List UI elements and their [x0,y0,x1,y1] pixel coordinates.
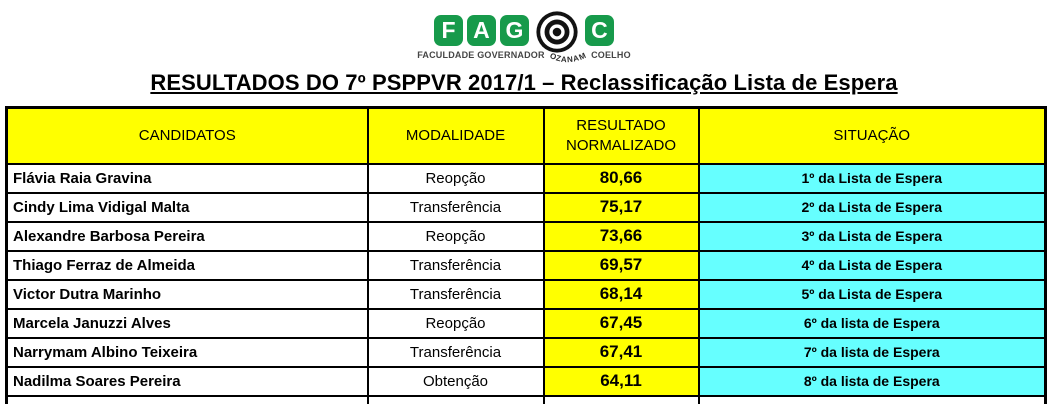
status-cell: 1º da Lista de Espera [697,162,1047,194]
header-row: CANDIDATOS MODALIDADE RESULTADO NORMALIZ… [5,106,1047,165]
score-cell: 75,17 [542,191,700,223]
table-row: Cindy Lima Vidigal Malta Transferência 7… [5,191,1047,223]
status-cell: 4º da Lista de Espera [697,249,1047,281]
status-cell [697,394,1047,404]
column-header-resultado: RESULTADO NORMALIZADO [542,106,700,165]
candidate-name-cell: Nadilma Soares Pereira [5,365,369,397]
logo-caption-right: COELHO [591,50,631,60]
column-header-modalidade: MODALIDADE [366,106,545,165]
modality-cell [366,394,545,404]
status-cell: 2º da Lista de Espera [697,191,1047,223]
logo-letter-tile: A [466,14,496,46]
column-header-candidatos: CANDIDATOS [5,106,369,165]
logo-letter-tile: G [499,14,529,46]
status-cell: 3º da Lista de Espera [697,220,1047,252]
score-cell: 67,45 [542,307,700,339]
status-cell: 6º da lista de Espera [697,307,1047,339]
column-header-situacao: SITUAÇÃO [697,106,1047,165]
modality-cell: Transferência [366,191,545,223]
table-row: Marcela Januzzi Alves Reopção 67,45 6º d… [5,307,1047,339]
candidate-name-cell: Cindy Lima Vidigal Malta [5,191,369,223]
modality-cell: Transferência [366,278,545,310]
candidate-name-cell: Thiago Ferraz de Almeida [5,249,369,281]
page-title: RESULTADOS DO 7º PSPPVR 2017/1 – Reclass… [150,70,898,95]
target-icon [534,9,580,55]
candidate-name-cell: Narrymam Albino Teixeira [5,336,369,368]
candidate-name-cell: Marcela Januzzi Alves [5,307,369,339]
score-cell: 67,41 [542,336,700,368]
table-row: Victor Dutra Marinho Transferência 68,14… [5,278,1047,310]
table-row: Alexandre Barbosa Pereira Reopção 73,66 … [5,220,1047,252]
table-row: Flávia Raia Gravina Reopção 80,66 1º da … [5,162,1047,194]
logo-caption-left: FACULDADE GOVERNADOR [417,50,545,60]
status-cell: 7º da lista de Espera [697,336,1047,368]
score-cell [542,394,700,404]
score-cell: 68,14 [542,278,700,310]
modality-cell: Transferência [366,336,545,368]
status-cell: 8º da lista de Espera [697,365,1047,397]
modality-cell: Obtenção [366,365,545,397]
candidate-name-cell [5,394,369,404]
modality-cell: Transferência [366,249,545,281]
candidate-name-cell: Victor Dutra Marinho [5,278,369,310]
status-cell: 5º da Lista de Espera [697,278,1047,310]
candidate-name-cell: Alexandre Barbosa Pereira [5,220,369,252]
table-row [5,394,1047,404]
score-cell: 80,66 [542,162,700,194]
modality-cell: Reopção [366,162,545,194]
table-row: Narrymam Albino Teixeira Transferência 6… [5,336,1047,368]
logo-letter-tile: C [584,14,614,46]
logo-letter-tile: F [433,14,463,46]
score-cell: 64,11 [542,365,700,397]
modality-cell: Reopção [366,307,545,339]
results-table: CANDIDATOS MODALIDADE RESULTADO NORMALIZ… [5,106,1047,404]
table-row: Nadilma Soares Pereira Obtenção 64,11 8º… [5,365,1047,397]
score-cell: 73,66 [542,220,700,252]
table-row: Thiago Ferraz de Almeida Transferência 6… [5,249,1047,281]
modality-cell: Reopção [366,220,545,252]
candidate-name-cell: Flávia Raia Gravina [5,162,369,194]
score-cell: 69,57 [542,249,700,281]
